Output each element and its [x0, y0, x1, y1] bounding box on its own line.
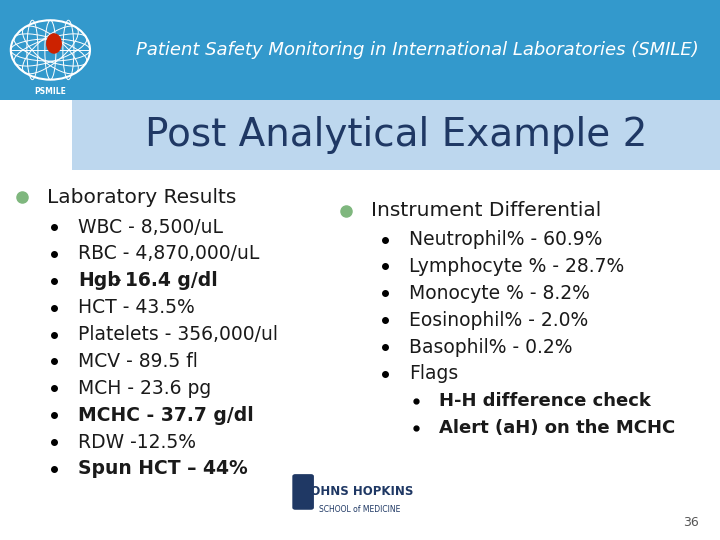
Text: Lymphocyte % - 28.7%: Lymphocyte % - 28.7% [409, 257, 624, 276]
Text: MCHC - 37.7 g/dl: MCHC - 37.7 g/dl [78, 406, 253, 424]
Ellipse shape [46, 33, 62, 54]
Text: RBC - 4,870,000/uL: RBC - 4,870,000/uL [78, 245, 259, 264]
Text: Basophil% - 0.2%: Basophil% - 0.2% [409, 338, 572, 356]
Text: RDW -12.5%: RDW -12.5% [78, 433, 196, 451]
Text: Alert (aH) on the MCHC: Alert (aH) on the MCHC [439, 418, 675, 437]
Text: PSMILE: PSMILE [35, 87, 66, 96]
Text: Instrument Differential: Instrument Differential [371, 201, 601, 220]
Text: Spun HCT – 44%: Spun HCT – 44% [78, 460, 248, 478]
Circle shape [11, 20, 90, 80]
Text: Post Analytical Example 2: Post Analytical Example 2 [145, 116, 647, 154]
Text: Flags: Flags [409, 364, 458, 383]
Text: Hgb: Hgb [78, 271, 120, 291]
FancyBboxPatch shape [72, 100, 720, 170]
Text: -: - [109, 271, 127, 291]
Text: Eosinophil% - 2.0%: Eosinophil% - 2.0% [409, 310, 588, 329]
Text: 36: 36 [683, 516, 698, 529]
Text: Neutrophil% - 60.9%: Neutrophil% - 60.9% [409, 230, 603, 249]
Text: MCV - 89.5 fl: MCV - 89.5 fl [78, 352, 197, 371]
Text: WBC - 8,500/uL: WBC - 8,500/uL [78, 218, 222, 237]
Text: 16.4 g/dl: 16.4 g/dl [125, 271, 217, 291]
Text: Laboratory Results: Laboratory Results [47, 187, 236, 207]
Text: Monocyte % - 8.2%: Monocyte % - 8.2% [409, 284, 590, 303]
Text: SCHOOL of MEDICINE: SCHOOL of MEDICINE [319, 505, 401, 514]
Text: JOHNS HOPKINS: JOHNS HOPKINS [306, 485, 414, 498]
FancyBboxPatch shape [0, 0, 720, 100]
Text: H-H difference check: H-H difference check [439, 392, 651, 410]
Text: MCH - 23.6 pg: MCH - 23.6 pg [78, 379, 211, 398]
Text: Platelets - 356,000/ul: Platelets - 356,000/ul [78, 325, 278, 344]
Text: HCT - 43.5%: HCT - 43.5% [78, 298, 194, 317]
Text: Patient Safety Monitoring in International Laboratories (SMILE): Patient Safety Monitoring in Internation… [136, 41, 699, 59]
FancyBboxPatch shape [292, 474, 314, 510]
